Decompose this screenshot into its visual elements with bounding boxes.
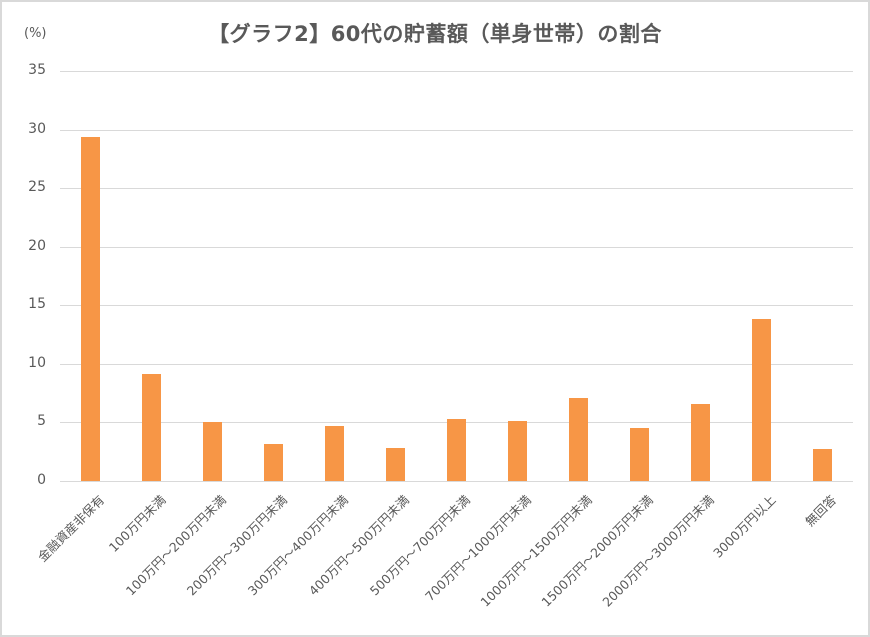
bar [813,449,832,481]
gridline [60,246,853,248]
y-tick-label: 20 [28,237,46,254]
gridline [60,129,853,131]
y-tick-label: 0 [37,472,46,488]
chart-title: 【グラフ2】60代の貯蓄額（単身世帯）の割合 [208,22,662,46]
y-tick-label: 10 [28,354,46,371]
x-axis-line [60,481,853,482]
y-tick-label: 15 [28,296,46,313]
bar [81,136,100,481]
bar [325,425,344,481]
bar [630,428,649,481]
y-tick-label: 25 [28,179,46,196]
bar [508,421,527,481]
bar [142,374,161,481]
bar [691,403,710,481]
bar [569,397,588,481]
bar [447,418,466,481]
bar [203,422,222,481]
gridline [60,71,853,72]
y-tick-label: 30 [28,120,46,137]
gridline [60,305,853,307]
gridline [60,363,853,365]
plot-area [60,71,853,482]
gridline [60,188,853,190]
y-tick-label: 5 [37,413,46,430]
y-tick-label: 35 [28,62,46,78]
bar [386,448,405,481]
y-axis-unit-label: (%) [24,26,47,41]
bar [264,443,283,481]
bar [752,319,771,481]
